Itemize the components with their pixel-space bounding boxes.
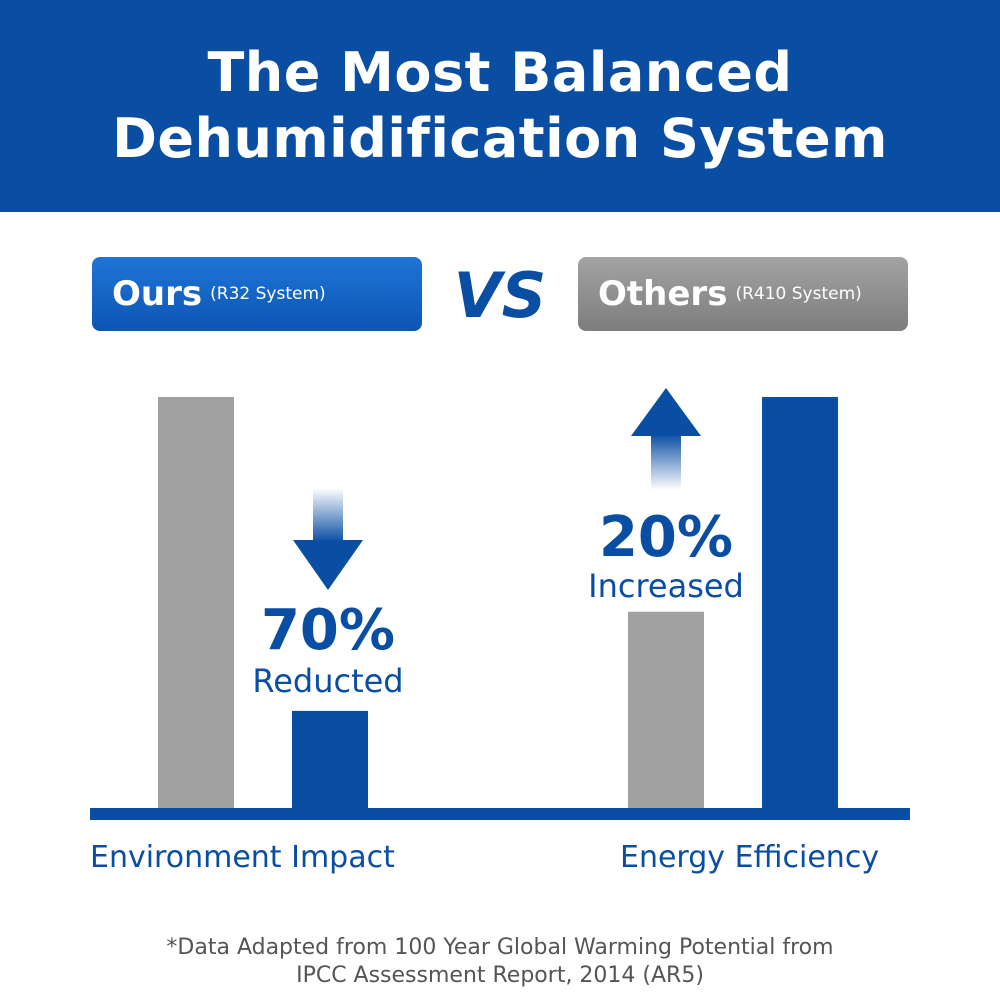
footnote-line-2: IPCC Assessment Report, 2014 (AR5) <box>296 963 704 988</box>
legend-others: Others (R410 System) <box>578 257 908 331</box>
header-banner: The Most Balanced Dehumidification Syste… <box>0 0 1000 212</box>
footnote: *Data Adapted from 100 Year Global Warmi… <box>0 934 1000 990</box>
legend-ours: Ours (R32 System) <box>92 257 422 331</box>
chart-baseline <box>90 808 910 820</box>
bar-others-energy <box>628 611 704 810</box>
arrow-down-icon <box>293 488 363 590</box>
page-title-line-1: The Most Balanced <box>207 41 793 104</box>
reduction-label: Reducted <box>252 662 404 700</box>
arrow-up-icon <box>631 388 701 490</box>
legend-ours-label: Ours <box>112 274 203 314</box>
category-label-energy: Energy Efficiency <box>620 840 880 875</box>
bar-others-environment <box>158 397 234 810</box>
bar-ours-energy <box>762 397 838 810</box>
legend-others-label: Others <box>598 274 728 314</box>
legend-ours-sub: (R32 System) <box>210 284 326 304</box>
legend-others-sub: (R410 System) <box>735 284 862 304</box>
reduction-value: 70% <box>260 598 396 663</box>
page-title-line-2: Dehumidification System <box>112 107 888 170</box>
increase-value: 20% <box>598 505 734 570</box>
increase-label: Increased <box>588 567 744 605</box>
bar-ours-environment <box>292 710 368 810</box>
vs-label: VS <box>453 259 547 332</box>
category-label-environment: Environment Impact <box>90 840 395 875</box>
footnote-line-1: *Data Adapted from 100 Year Global Warmi… <box>166 935 834 960</box>
